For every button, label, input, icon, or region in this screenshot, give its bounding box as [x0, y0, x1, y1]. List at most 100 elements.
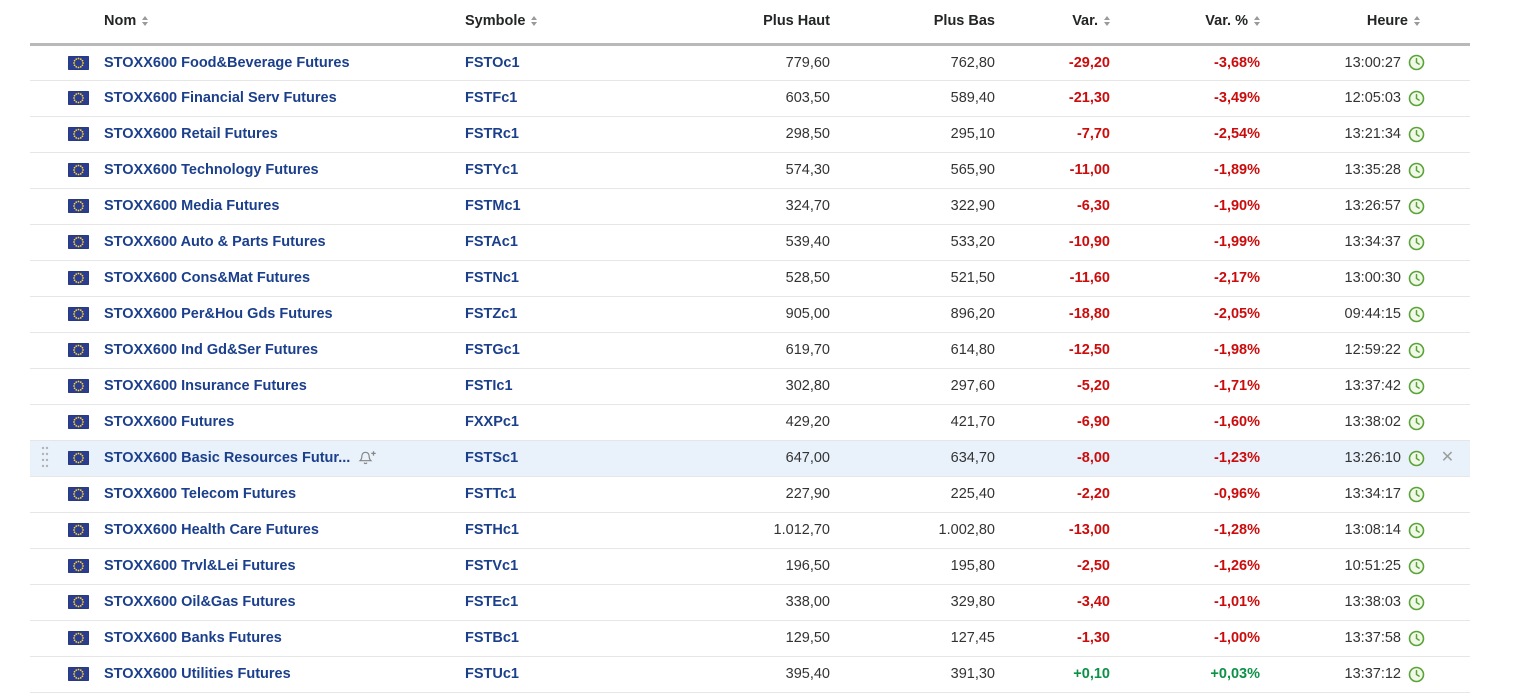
table-row[interactable]: STOXX600 Insurance Futures FSTIc1 302,80… — [30, 368, 1470, 405]
heure-value: 13:26:10 — [1344, 450, 1401, 466]
instrument-name-link[interactable]: STOXX600 Auto & Parts Futures — [104, 234, 326, 250]
table-row[interactable]: STOXX600 Cons&Mat Futures FSTNc1 528,50 … — [30, 260, 1470, 297]
plus-haut-value: 619,70 — [650, 332, 835, 369]
symbol-link[interactable]: FSTNc1 — [465, 270, 519, 286]
column-header-symbole[interactable]: Symbole — [430, 0, 650, 46]
table-row[interactable]: STOXX600 Trvl&Lei Futures FSTVc1 196,50 … — [30, 548, 1470, 585]
eu-flag-icon — [68, 199, 89, 213]
plus-haut-value: 539,40 — [650, 224, 835, 261]
table-row[interactable]: STOXX600 Media Futures FSTMc1 324,70 322… — [30, 188, 1470, 225]
plus-bas-value: 421,70 — [835, 404, 1000, 441]
plus-bas-value: 329,80 — [835, 584, 1000, 621]
instrument-name-link[interactable]: STOXX600 Insurance Futures — [104, 378, 307, 394]
column-header-var-pct[interactable]: Var. % — [1115, 0, 1265, 46]
instrument-name-link[interactable]: STOXX600 Basic Resources Futur... — [104, 450, 351, 466]
column-header-heure[interactable]: Heure — [1265, 0, 1425, 46]
plus-bas-value: 896,20 — [835, 296, 1000, 333]
plus-haut-value: 603,50 — [650, 80, 835, 117]
instrument-name-link[interactable]: STOXX600 Media Futures — [104, 198, 280, 214]
drag-handle-icon[interactable] — [41, 443, 49, 469]
symbol-link[interactable]: FSTFc1 — [465, 90, 518, 106]
var-value: -10,90 — [1000, 224, 1115, 261]
close-row-icon[interactable]: ✕ — [1440, 449, 1455, 466]
table-row[interactable]: STOXX600 Utilities Futures FSTUc1 395,40… — [30, 656, 1470, 693]
eu-flag-icon — [68, 523, 89, 537]
instrument-name-link[interactable]: STOXX600 Health Care Futures — [104, 522, 319, 538]
symbol-link[interactable]: FSTRc1 — [465, 126, 519, 142]
var-pct-value: -1,90% — [1115, 188, 1265, 225]
instrument-name-link[interactable]: STOXX600 Retail Futures — [104, 126, 278, 142]
table-row[interactable]: STOXX600 Telecom Futures FSTTc1 227,90 2… — [30, 476, 1470, 513]
clock-icon — [1408, 234, 1425, 251]
table-row[interactable]: STOXX600 Technology Futures FSTYc1 574,3… — [30, 152, 1470, 189]
symbol-link[interactable]: FSTTc1 — [465, 486, 517, 502]
column-header-plus-bas[interactable]: Plus Bas — [835, 0, 1000, 46]
symbol-link[interactable]: FSTUc1 — [465, 666, 519, 682]
alert-bell-icon[interactable] — [358, 450, 377, 466]
column-header-nom[interactable]: Nom — [60, 0, 430, 46]
clock-icon — [1408, 90, 1425, 107]
instrument-name-link[interactable]: STOXX600 Utilities Futures — [104, 666, 291, 682]
symbol-link[interactable]: FSTZc1 — [465, 306, 518, 322]
plus-bas-value: 521,50 — [835, 260, 1000, 297]
symbol-link[interactable]: FSTYc1 — [465, 162, 519, 178]
table-row[interactable]: STOXX600 Auto & Parts Futures FSTAc1 539… — [30, 224, 1470, 261]
var-value: -13,00 — [1000, 512, 1115, 549]
column-label: Symbole — [465, 13, 526, 30]
table-row[interactable]: STOXX600 Oil&Gas Futures FSTEc1 338,00 3… — [30, 584, 1470, 621]
eu-flag-icon — [68, 343, 89, 357]
sort-icon — [1254, 16, 1260, 27]
table-row[interactable]: STOXX600 Per&Hou Gds Futures FSTZc1 905,… — [30, 296, 1470, 333]
table-row[interactable]: STOXX600 Financial Serv Futures FSTFc1 6… — [30, 80, 1470, 117]
sort-icon — [1414, 16, 1420, 27]
symbol-link[interactable]: FSTEc1 — [465, 594, 519, 610]
column-header-var[interactable]: Var. — [1000, 0, 1115, 46]
instrument-name-link[interactable]: STOXX600 Futures — [104, 414, 235, 430]
table-row[interactable]: STOXX600 Retail Futures FSTRc1 298,50 29… — [30, 116, 1470, 153]
table-row[interactable]: STOXX600 Banks Futures FSTBc1 129,50 127… — [30, 620, 1470, 657]
table-body: STOXX600 Food&Beverage Futures FSTOc1 77… — [30, 44, 1470, 693]
var-value: -3,40 — [1000, 584, 1115, 621]
plus-bas-value: 565,90 — [835, 152, 1000, 189]
var-pct-value: -2,17% — [1115, 260, 1265, 297]
instrument-name-link[interactable]: STOXX600 Per&Hou Gds Futures — [104, 306, 333, 322]
symbol-link[interactable]: FSTIc1 — [465, 378, 513, 394]
eu-flag-icon — [68, 451, 89, 465]
instrument-name-link[interactable]: STOXX600 Telecom Futures — [104, 486, 297, 502]
symbol-link[interactable]: FSTMc1 — [465, 198, 521, 214]
column-header-plus-haut[interactable]: Plus Haut — [650, 0, 835, 46]
instrument-name-link[interactable]: STOXX600 Financial Serv Futures — [104, 90, 337, 106]
instrument-name-link[interactable]: STOXX600 Trvl&Lei Futures — [104, 558, 296, 574]
column-header-handle — [30, 0, 60, 46]
plus-bas-value: 634,70 — [835, 440, 1000, 477]
symbol-link[interactable]: FSTGc1 — [465, 342, 520, 358]
plus-bas-value: 589,40 — [835, 80, 1000, 117]
heure-value: 12:05:03 — [1344, 90, 1401, 106]
instrument-name-link[interactable]: STOXX600 Ind Gd&Ser Futures — [104, 342, 319, 358]
symbol-link[interactable]: FSTHc1 — [465, 522, 519, 538]
symbol-link[interactable]: FSTVc1 — [465, 558, 519, 574]
plus-bas-value: 322,90 — [835, 188, 1000, 225]
instrument-name-link[interactable]: STOXX600 Oil&Gas Futures — [104, 594, 296, 610]
table-row[interactable]: STOXX600 Futures FXXPc1 429,20 421,70 -6… — [30, 404, 1470, 441]
table-row[interactable]: STOXX600 Basic Resources Futur... FSTSc1… — [30, 440, 1470, 477]
instrument-name-link[interactable]: STOXX600 Banks Futures — [104, 630, 282, 646]
symbol-link[interactable]: FSTSc1 — [465, 450, 519, 466]
symbol-link[interactable]: FSTOc1 — [465, 54, 520, 71]
instrument-name-link[interactable]: STOXX600 Food&Beverage Futures — [104, 54, 350, 71]
clock-icon — [1408, 378, 1425, 395]
plus-haut-value: 227,90 — [650, 476, 835, 513]
futures-table: Nom Symbole Plus Haut Plus Bas Var. Var.… — [30, 0, 1470, 693]
clock-icon — [1408, 162, 1425, 179]
symbol-link[interactable]: FXXPc1 — [465, 414, 519, 430]
plus-haut-value: 779,60 — [650, 44, 835, 81]
symbol-link[interactable]: FSTBc1 — [465, 630, 519, 646]
heure-value: 13:35:28 — [1344, 162, 1401, 178]
table-row[interactable]: STOXX600 Ind Gd&Ser Futures FSTGc1 619,7… — [30, 332, 1470, 369]
instrument-name-link[interactable]: STOXX600 Cons&Mat Futures — [104, 270, 311, 286]
symbol-link[interactable]: FSTAc1 — [465, 234, 518, 250]
instrument-name-link[interactable]: STOXX600 Technology Futures — [104, 162, 319, 178]
var-value: -5,20 — [1000, 368, 1115, 405]
table-row[interactable]: STOXX600 Health Care Futures FSTHc1 1.01… — [30, 512, 1470, 549]
table-row[interactable]: STOXX600 Food&Beverage Futures FSTOc1 77… — [30, 44, 1470, 81]
